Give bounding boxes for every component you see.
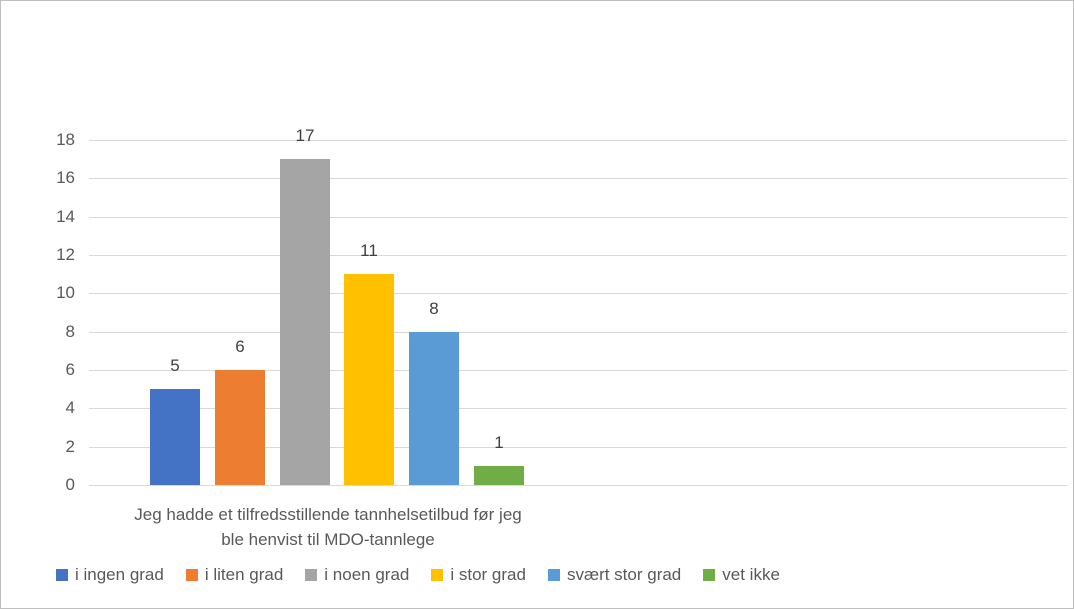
bar-i-stor-grad (344, 274, 394, 485)
legend: i ingen grad i liten grad i noen grad i sto… (56, 565, 780, 585)
legend-item-label: i noen grad (324, 565, 410, 584)
bar-i-noen-grad (280, 159, 330, 485)
legend-swatch-icon (431, 569, 444, 581)
bar-svært-stor-grad (409, 332, 459, 485)
legend-item-svært-stor-grad: svært stor grad (547, 565, 682, 585)
y-axis-tick-label-6: 6 (65, 360, 75, 379)
legend-swatch-icon (547, 569, 560, 581)
legend-item-vet-ikke: vet ikke (703, 565, 780, 585)
data-label-vet-ikke: 1 (494, 433, 504, 452)
gridline-y-0 (89, 485, 1067, 486)
data-label-i-ingen-grad: 5 (170, 356, 180, 375)
x-axis-category-label-line2: ble henvist til MDO-tannlege (221, 530, 435, 549)
bar-i-ingen-grad (150, 389, 200, 485)
y-axis-tick-label-8: 8 (65, 322, 75, 341)
gridline-y-10 (89, 293, 1067, 294)
legend-item-label: i ingen grad (75, 565, 164, 584)
gridline-y-16 (89, 178, 1067, 179)
legend-item-label: svært stor grad (566, 565, 682, 584)
legend-item-label: i liten grad (204, 565, 284, 584)
y-axis-tick-label-16: 16 (56, 168, 75, 187)
legend-swatch-icon (56, 569, 68, 581)
gridline-y-18 (89, 140, 1067, 141)
gridline-y-12 (89, 255, 1067, 256)
gridline-y-14 (89, 217, 1067, 218)
legend-item-i-liten-grad: i liten grad (185, 565, 284, 585)
gridline-y-4 (89, 408, 1067, 409)
bar-vet-ikke (474, 466, 524, 485)
y-axis-tick-label-0: 0 (65, 475, 75, 494)
gridline-y-6 (89, 370, 1067, 371)
y-axis-tick-label-18: 18 (56, 130, 75, 149)
y-axis-tick-label-2: 2 (65, 437, 75, 456)
legend-item-label: i stor grad (450, 565, 526, 584)
legend-swatch-icon (305, 569, 318, 581)
data-label-i-noen-grad: 17 (295, 126, 315, 145)
x-axis-category-label-line1: Jeg hadde et tilfredsstillende tannhelse… (134, 505, 522, 524)
bar-i-liten-grad (215, 370, 265, 485)
legend-item-i-stor-grad: i stor grad (431, 565, 526, 585)
gridline-y-2 (89, 447, 1067, 448)
legend-swatch-icon (185, 569, 198, 581)
y-axis-tick-label-10: 10 (56, 283, 75, 302)
data-label-i-liten-grad: 6 (235, 337, 245, 356)
data-label-svært-stor-grad: 8 (429, 299, 439, 318)
x-axis-category-label: Jeg hadde et tilfredsstillende tannhelse… (89, 502, 567, 552)
gridline-y-8 (89, 332, 1067, 333)
legend-item-i-noen-grad: i noen grad (305, 565, 409, 585)
y-axis-tick-label-12: 12 (56, 245, 75, 264)
y-axis-tick-label-14: 14 (56, 207, 75, 226)
legend-swatch-icon (703, 569, 716, 581)
y-axis-tick-label-4: 4 (65, 398, 75, 417)
legend-item-label: vet ikke (722, 565, 780, 584)
data-label-i-stor-grad: 11 (360, 241, 378, 260)
legend-item-i-ingen-grad: i ingen grad (56, 565, 164, 585)
